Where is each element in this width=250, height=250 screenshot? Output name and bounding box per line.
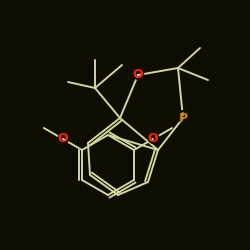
- Text: P: P: [178, 112, 188, 124]
- Text: P: P: [178, 110, 188, 126]
- Text: O: O: [132, 68, 144, 82]
- Text: O: O: [133, 68, 143, 82]
- Text: O: O: [58, 132, 68, 145]
- Text: O: O: [56, 132, 70, 146]
- Text: O: O: [148, 132, 158, 145]
- Text: O: O: [146, 132, 160, 146]
